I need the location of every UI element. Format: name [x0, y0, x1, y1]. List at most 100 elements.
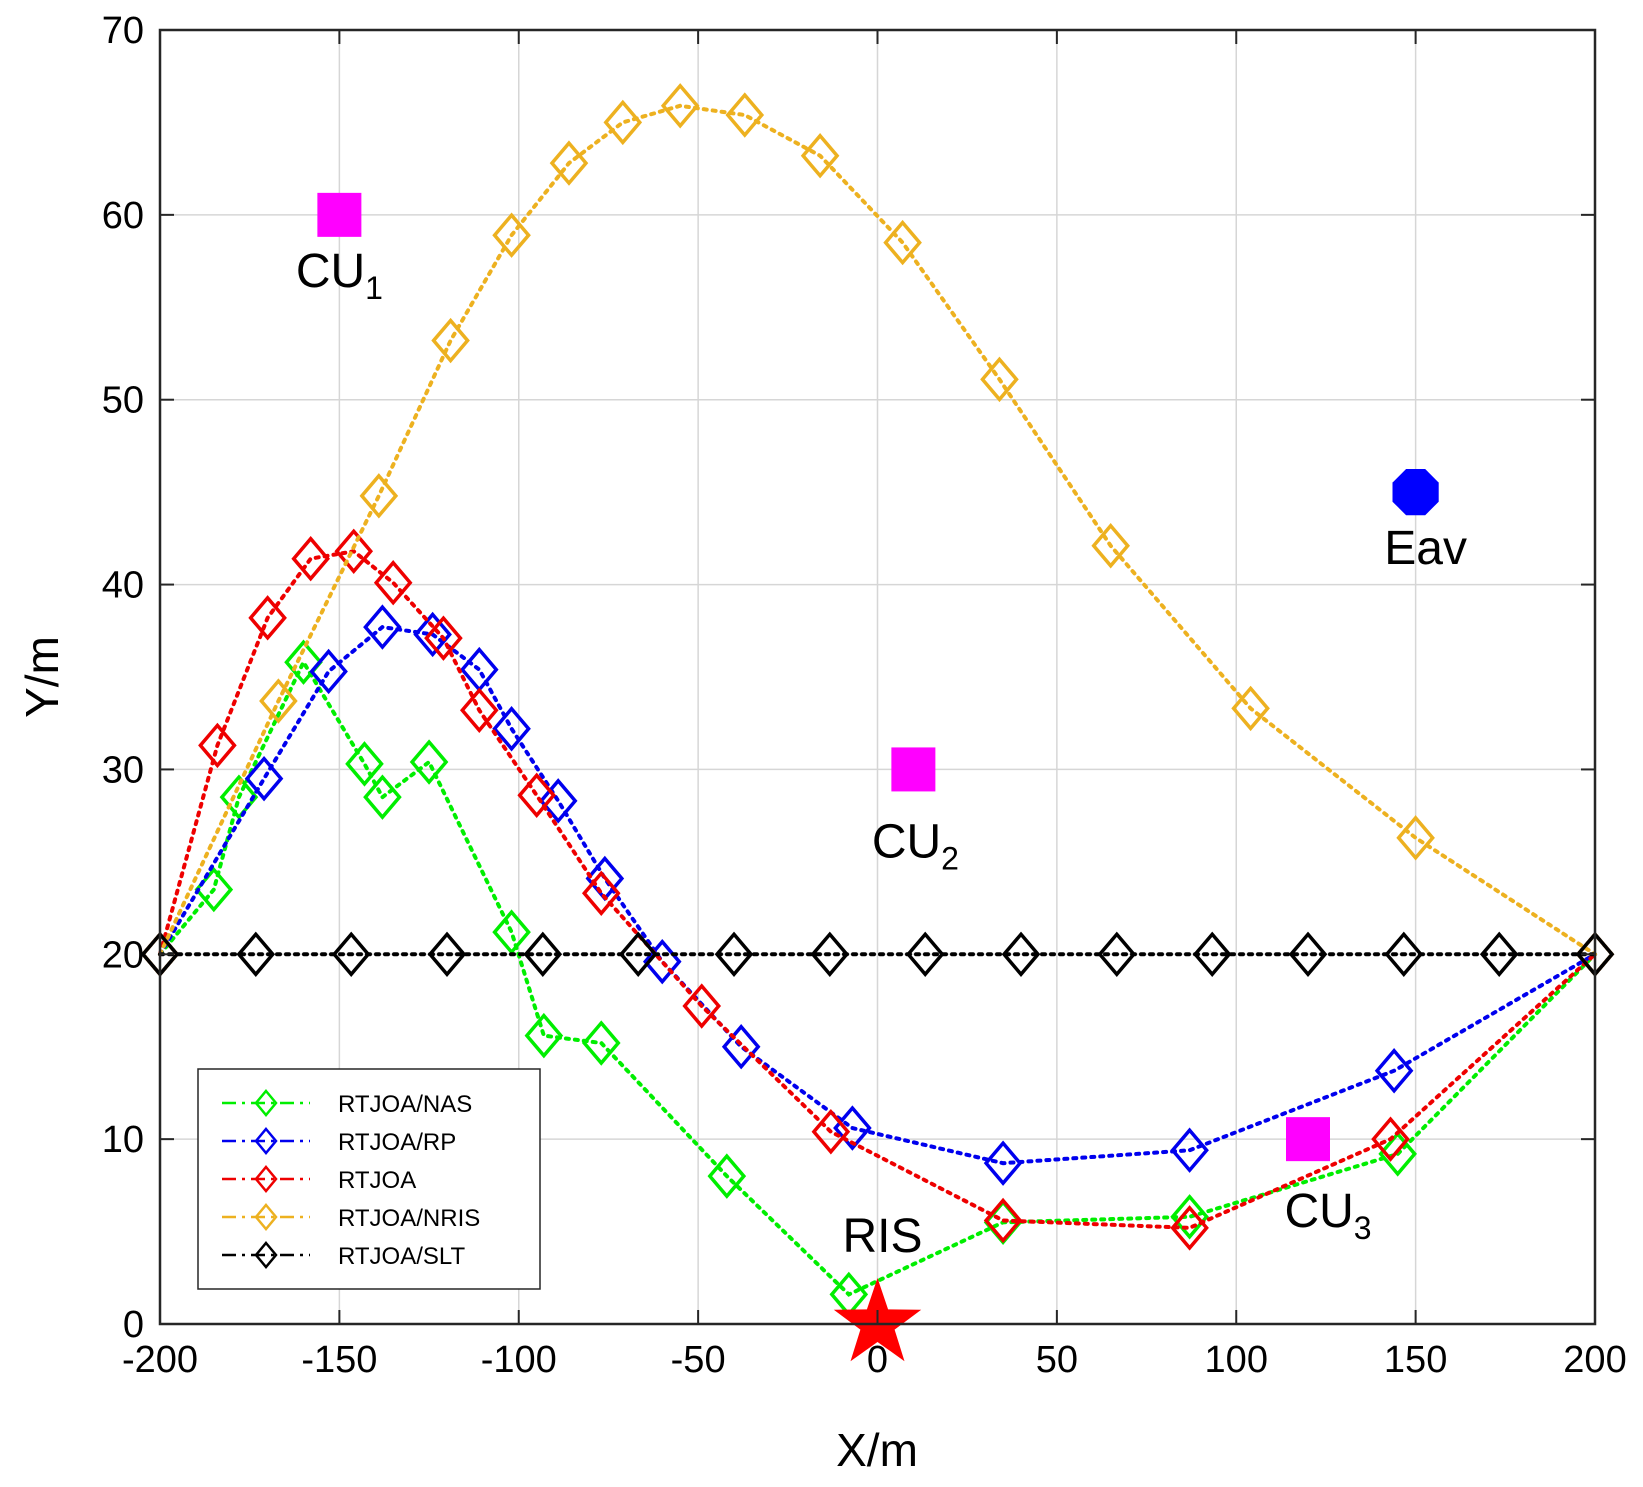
legend-swatch-marker: [254, 1089, 278, 1117]
data-point: [1378, 1131, 1417, 1177]
data-point: [905, 931, 945, 977]
data-point: [660, 83, 700, 129]
series-layer: [140, 83, 1615, 1318]
data-point: [983, 1197, 1023, 1244]
data-point: [492, 706, 531, 752]
data-point: [424, 615, 463, 661]
x-tick-label: 0: [867, 1339, 888, 1381]
legend-entry: RTJOA/RP: [222, 1127, 456, 1156]
legend-label: RTJOA/SLT: [338, 1243, 465, 1270]
square-marker: [891, 747, 936, 792]
y-tick-label: 40: [102, 565, 144, 607]
data-point: [1374, 1048, 1414, 1094]
data-point: [459, 687, 499, 733]
data-point: [363, 774, 402, 820]
y-tick-label: 30: [102, 749, 144, 791]
x-tick-label: 50: [1036, 1339, 1078, 1381]
data-point: [883, 219, 922, 266]
data-point: [721, 1024, 761, 1070]
annotation-label-text: CU: [1284, 1185, 1353, 1238]
data-point: [811, 1109, 851, 1155]
data-point: [259, 678, 298, 724]
series-line: [158, 624, 1597, 1166]
data-point: [1192, 931, 1232, 977]
legend-label: RTJOA/RP: [338, 1129, 456, 1156]
data-point: [983, 1140, 1023, 1186]
data-point: [492, 212, 531, 258]
series-line: [158, 657, 1597, 1297]
x-tick-label: 200: [1563, 1339, 1626, 1381]
data-point: [334, 528, 374, 574]
data-point: [284, 639, 323, 685]
y-tick-label: 50: [102, 380, 144, 422]
x-tick-label: 150: [1384, 1339, 1447, 1381]
legend-swatch-marker: [254, 1165, 278, 1193]
x-tick-label: -50: [671, 1339, 726, 1381]
tick-layer: -200 -150 -100 -50 0 50 100 150 200 0 10 20 30 40 50 60…: [102, 10, 1627, 1381]
data-point: [359, 473, 399, 519]
data-point: [309, 648, 348, 695]
data-point: [1170, 1194, 1209, 1240]
data-point: [581, 1020, 621, 1066]
data-point: [1091, 523, 1130, 569]
data-point: [244, 755, 284, 802]
legend-label: RTJOA/NRIS: [338, 1205, 480, 1232]
data-point: [1001, 931, 1041, 977]
data-point: [431, 317, 470, 364]
data-point: [980, 356, 1019, 403]
legend-swatch-marker: [254, 1241, 278, 1269]
data-point: [1384, 931, 1424, 977]
annotation-label: CU2: [872, 815, 959, 876]
data-point: [714, 931, 754, 977]
legend-swatch-marker: [254, 1203, 278, 1231]
annotation-cu3: CU3: [1284, 1117, 1372, 1246]
data-point: [413, 611, 452, 658]
annotation-cu2: CU2: [872, 747, 959, 876]
annotation-cu1: CU1: [296, 192, 383, 306]
data-point: [345, 741, 384, 787]
y-tick-label: 60: [102, 195, 144, 237]
annotation-label-text: Eav: [1384, 522, 1467, 575]
y-tick-label: 70: [102, 10, 144, 52]
legend-entry: RTJOA/NAS: [222, 1089, 472, 1118]
data-point: [603, 99, 643, 146]
data-point: [1396, 815, 1435, 861]
legend-entry: RTJOA/NRIS: [222, 1203, 480, 1232]
data-point: [1371, 1116, 1410, 1162]
data-point: [1170, 1127, 1209, 1173]
x-axis-title: X/m: [836, 1424, 918, 1476]
legend-entry: RTJOA: [222, 1165, 416, 1194]
series-rtjoa: [140, 528, 1615, 1251]
legend-swatch-marker: [254, 1127, 278, 1155]
octagon-marker: [1392, 469, 1439, 516]
legend-label: RTJOA/NAS: [338, 1091, 472, 1118]
x-tick-label: -150: [301, 1339, 377, 1381]
x-tick-label: -100: [481, 1339, 557, 1381]
annotation-label: CU1: [296, 245, 383, 306]
data-point: [427, 931, 467, 977]
data-point: [549, 140, 589, 186]
legend-entry: RTJOA/SLT: [222, 1241, 465, 1270]
y-tick-label: 20: [102, 934, 144, 976]
annotation-label: Eav: [1384, 522, 1467, 575]
data-point: [581, 870, 621, 916]
annotation-subscript: 1: [365, 270, 383, 306]
data-point: [725, 92, 765, 138]
x-tick-label: 100: [1205, 1339, 1268, 1381]
data-point: [800, 133, 840, 179]
series-line: [158, 549, 1597, 1230]
data-point: [1170, 1205, 1209, 1251]
data-point: [1231, 685, 1270, 732]
y-tick-label: 10: [102, 1119, 144, 1161]
series-line: [158, 103, 1597, 957]
y-axis-title: Y/m: [16, 636, 68, 718]
data-point: [236, 931, 276, 977]
data-point: [810, 931, 850, 977]
annotation-label-text: CU: [296, 245, 365, 298]
data-point: [618, 931, 658, 977]
data-point: [363, 604, 402, 650]
data-point: [1288, 931, 1328, 977]
data-point: [248, 595, 287, 641]
